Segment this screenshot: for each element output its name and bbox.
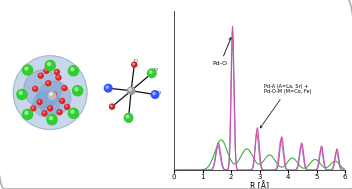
Circle shape xyxy=(47,115,57,125)
Circle shape xyxy=(55,70,59,74)
Circle shape xyxy=(48,63,51,66)
Circle shape xyxy=(23,65,33,75)
Circle shape xyxy=(51,92,56,97)
Circle shape xyxy=(34,87,35,89)
Circle shape xyxy=(61,99,62,101)
Circle shape xyxy=(65,105,70,109)
Circle shape xyxy=(25,67,28,70)
Circle shape xyxy=(31,106,36,111)
Circle shape xyxy=(71,68,74,71)
Circle shape xyxy=(44,68,49,73)
Circle shape xyxy=(68,66,78,76)
Circle shape xyxy=(57,76,59,77)
Circle shape xyxy=(66,105,67,107)
Circle shape xyxy=(49,107,50,108)
Circle shape xyxy=(17,89,27,100)
Circle shape xyxy=(124,113,133,122)
Circle shape xyxy=(60,98,65,103)
Circle shape xyxy=(45,60,55,71)
Circle shape xyxy=(132,62,137,67)
Circle shape xyxy=(13,56,87,129)
Circle shape xyxy=(50,93,52,95)
Circle shape xyxy=(39,74,41,76)
Circle shape xyxy=(32,107,33,108)
Circle shape xyxy=(109,104,115,109)
Circle shape xyxy=(147,69,156,77)
Circle shape xyxy=(151,91,159,98)
Circle shape xyxy=(48,92,56,99)
X-axis label: R [Å]: R [Å] xyxy=(250,182,269,189)
Circle shape xyxy=(153,92,155,95)
Circle shape xyxy=(33,86,38,91)
Circle shape xyxy=(58,111,60,112)
Circle shape xyxy=(68,108,78,118)
Circle shape xyxy=(126,115,129,118)
Circle shape xyxy=(49,117,52,120)
Circle shape xyxy=(63,87,65,88)
Circle shape xyxy=(71,110,74,113)
Text: $r_3$: $r_3$ xyxy=(156,88,162,97)
Circle shape xyxy=(24,70,62,108)
Circle shape xyxy=(42,111,47,116)
Circle shape xyxy=(56,75,61,80)
Circle shape xyxy=(37,100,42,105)
Circle shape xyxy=(62,86,67,91)
Circle shape xyxy=(129,88,131,91)
Circle shape xyxy=(105,84,112,92)
Circle shape xyxy=(75,88,78,91)
Circle shape xyxy=(38,73,43,78)
Text: Pd-O: Pd-O xyxy=(213,37,231,66)
Circle shape xyxy=(37,81,71,115)
Circle shape xyxy=(56,70,57,72)
Circle shape xyxy=(45,69,46,71)
Circle shape xyxy=(23,109,33,119)
Text: Pd-A (A=La, Sr) +
Pd-O-M (M=Co, Fe): Pd-A (A=La, Sr) + Pd-O-M (M=Co, Fe) xyxy=(260,84,312,128)
Circle shape xyxy=(106,86,108,88)
Circle shape xyxy=(19,91,22,94)
Circle shape xyxy=(46,81,51,86)
Circle shape xyxy=(150,71,152,74)
Text: $r_2$: $r_2$ xyxy=(153,65,159,74)
Circle shape xyxy=(48,106,52,111)
Circle shape xyxy=(127,87,135,94)
Circle shape xyxy=(133,63,134,65)
Circle shape xyxy=(43,112,45,113)
Circle shape xyxy=(52,93,54,94)
Circle shape xyxy=(38,101,40,102)
Circle shape xyxy=(73,86,83,96)
Circle shape xyxy=(57,110,62,115)
Circle shape xyxy=(47,82,49,83)
Circle shape xyxy=(25,111,28,114)
Circle shape xyxy=(111,105,112,107)
Text: $r_1$: $r_1$ xyxy=(133,56,138,65)
Circle shape xyxy=(33,91,59,117)
Text: $r_4$: $r_4$ xyxy=(126,117,132,126)
